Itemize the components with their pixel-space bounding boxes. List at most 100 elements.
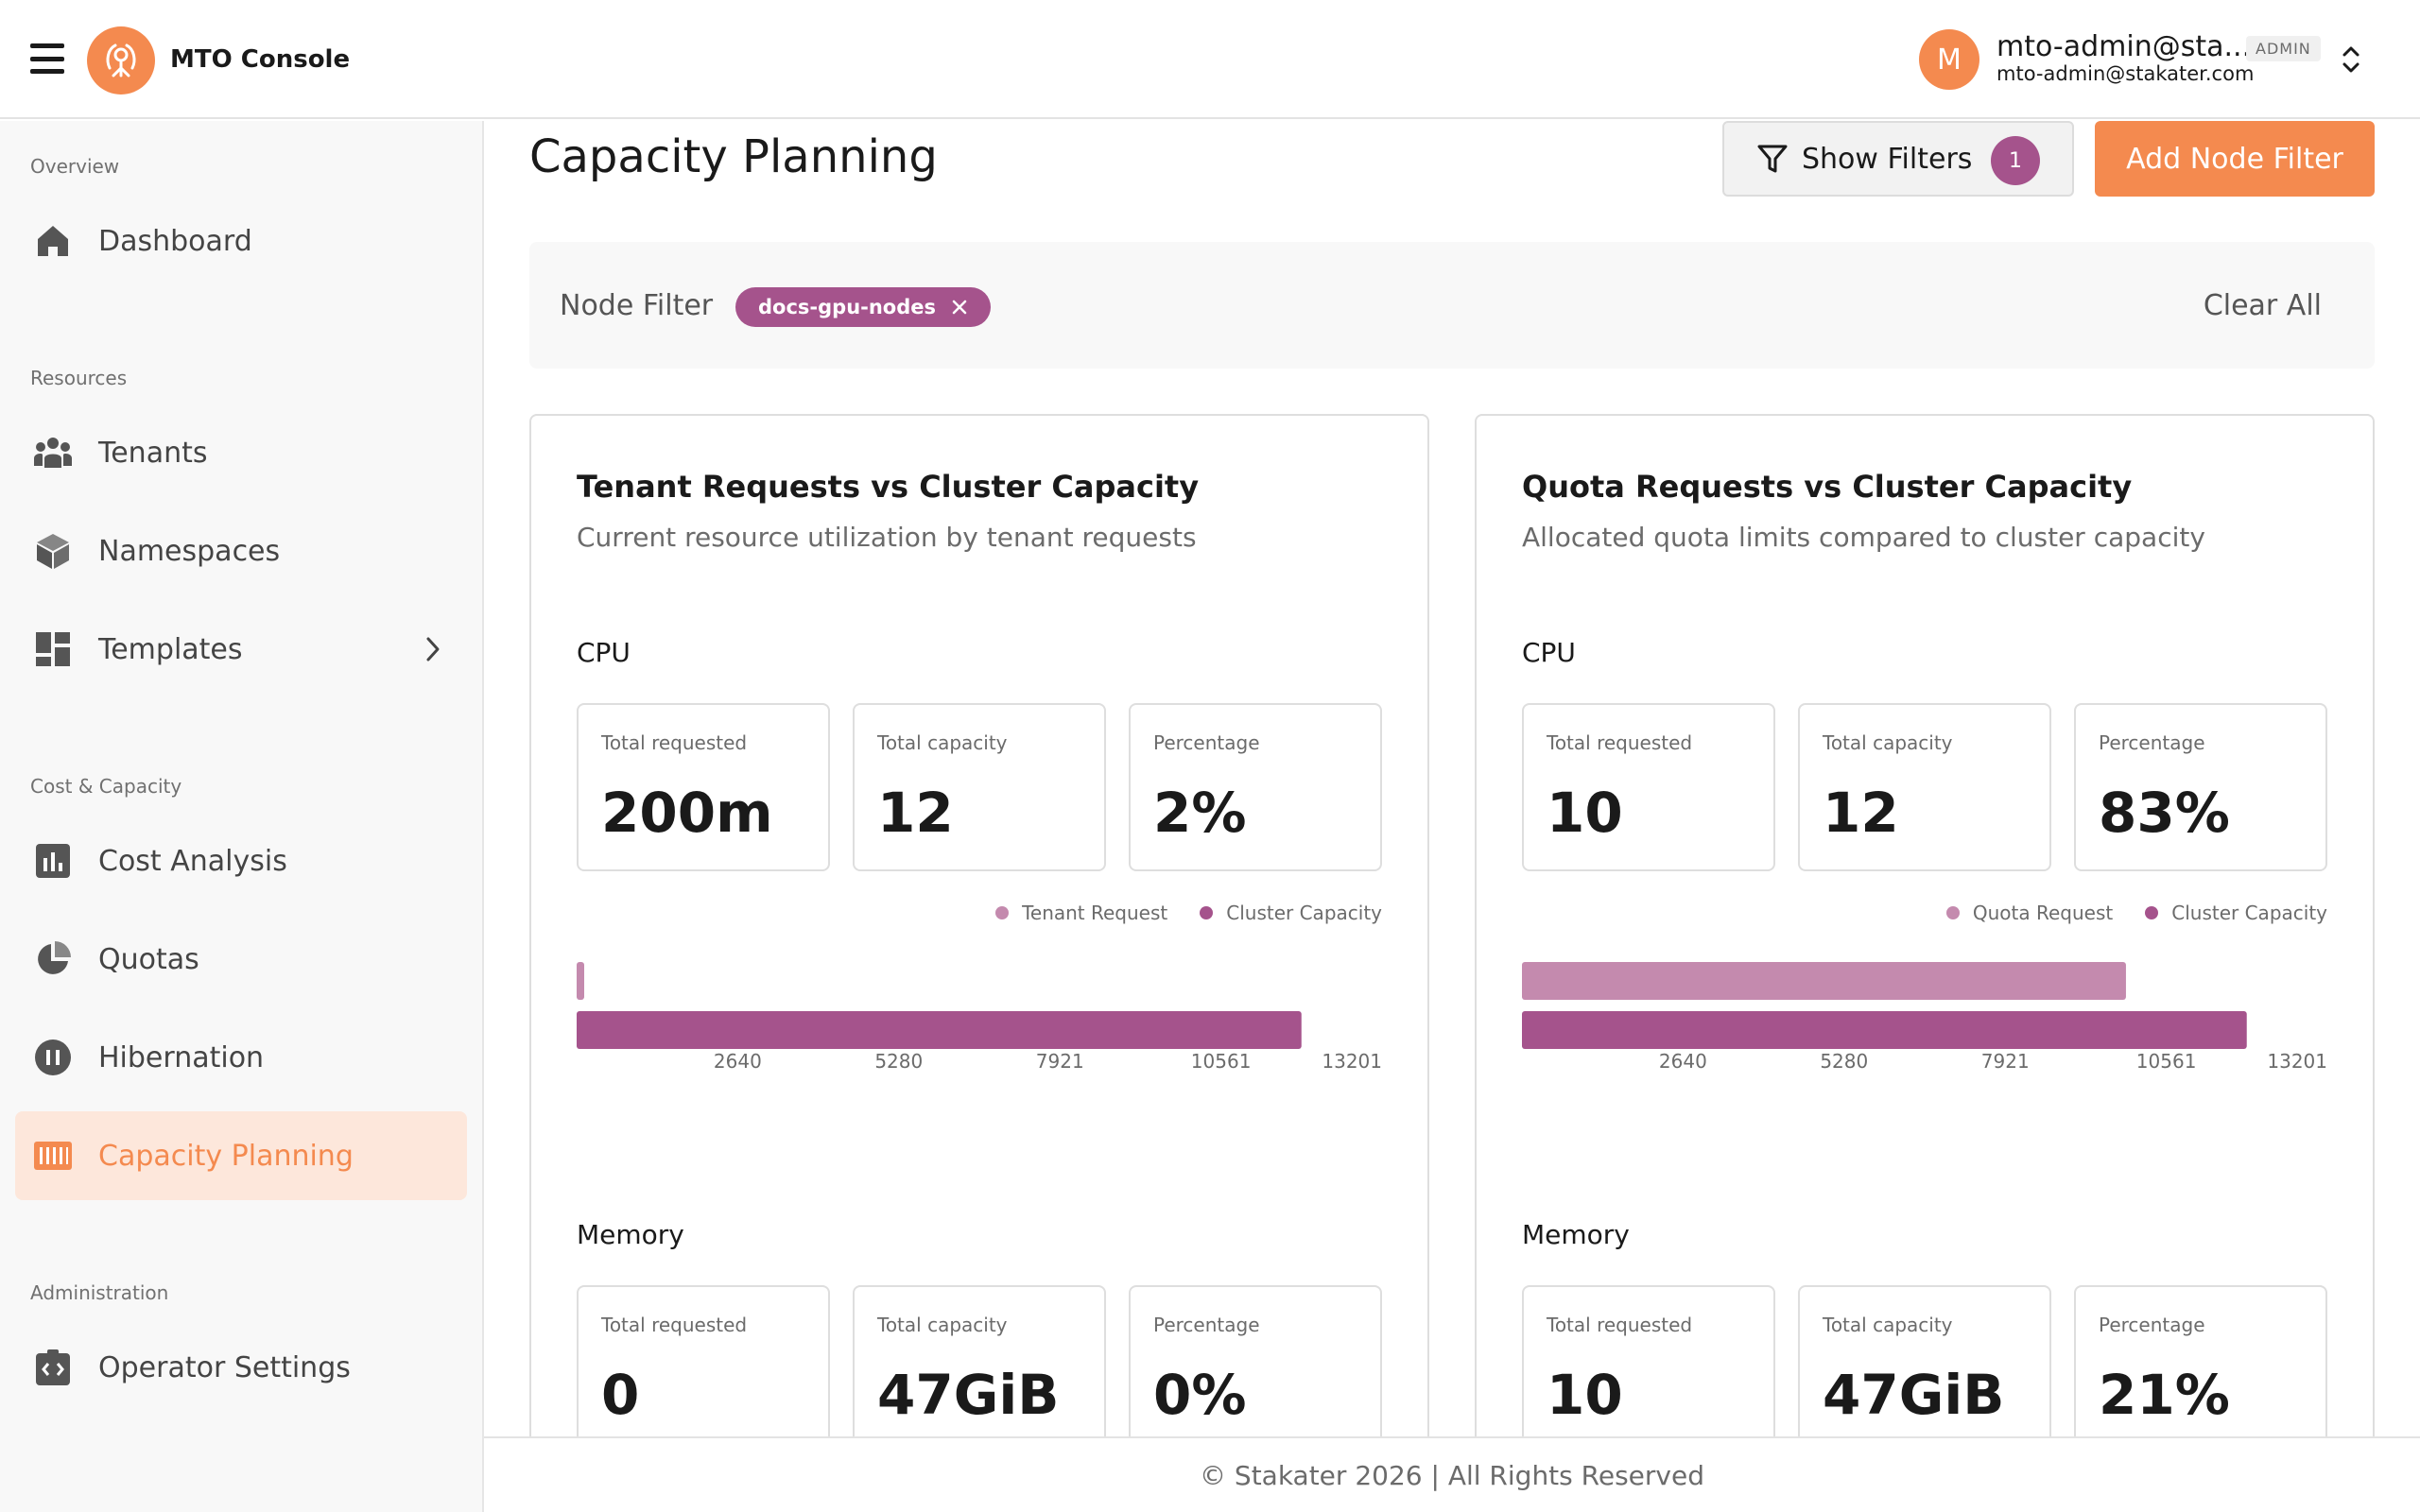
stat-label: Percentage [2099,1314,2205,1336]
filter-chip-label: docs-gpu-nodes [758,296,937,318]
user-email: mto-admin@stakater.com [1996,62,2255,85]
stat-value: 2% [1153,781,1247,845]
show-filters-label: Show Filters [1802,142,1973,176]
stat-value: 200m [601,781,773,845]
bar-tenant-request[interactable] [577,962,584,1000]
cpu-bar-chart: 2640 5280 7921 10561 13201 [1522,962,2327,1072]
stat-value: 47GiB [877,1363,1060,1427]
cube-icon [32,530,74,572]
stat-label: Total capacity [1823,1314,1953,1336]
stat-percentage: Percentage 83% [2074,703,2327,871]
legend-item[interactable]: Tenant Request [995,902,1167,924]
stat-label: Total capacity [877,1314,1008,1336]
sidebar-item-tenants[interactable]: Tenants [15,408,467,497]
stat-total-capacity: Total capacity 47GiB [1798,1285,2051,1453]
bar-cluster-capacity[interactable] [577,1011,1302,1049]
add-node-filter-button[interactable]: Add Node Filter [2095,121,2375,197]
legend-item[interactable]: Quota Request [1945,902,2113,924]
settings-code-icon [32,1347,74,1388]
sidebar-item-hibernation[interactable]: Hibernation [15,1013,467,1102]
sidebar-item-label: Quotas [98,942,199,976]
clear-all-button[interactable]: Clear All [2203,289,2322,322]
pie-chart-icon [32,938,74,980]
x-tick-label: 2640 [1659,1050,1707,1072]
sidebar-item-operator-settings[interactable]: Operator Settings [15,1323,467,1412]
sidebar-item-quotas[interactable]: Quotas [15,915,467,1004]
mto-logo-icon[interactable] [87,26,155,94]
stat-total-capacity: Total capacity 47GiB [853,1285,1106,1453]
stat-value: 12 [1823,781,1899,845]
cpu-bar-chart: 2640 5280 7921 10561 13201 [577,962,1382,1072]
sidebar-item-templates[interactable]: Templates [15,605,467,694]
filter-chip[interactable]: docs-gpu-nodes [735,287,992,327]
page-title: Capacity Planning [529,130,938,183]
x-tick-label: 7921 [1981,1050,2030,1072]
brand-name: MTO Console [170,45,351,74]
stat-label: Total requested [1547,1314,1693,1336]
sidebar-item-capacity-planning[interactable]: Capacity Planning [15,1111,467,1200]
card-title: Tenant Requests vs Cluster Capacity [577,469,1200,505]
sidebar-item-label: Cost Analysis [98,844,287,878]
stat-percentage: Percentage 21% [2074,1285,2327,1453]
stat-value: 0 [601,1363,640,1427]
node-filter-bar: Node Filter docs-gpu-nodes Clear All [529,242,2375,369]
stat-label: Total capacity [1823,731,1953,754]
bar-cluster-capacity[interactable] [1522,1011,2247,1049]
x-tick-label: 13201 [2267,1050,2327,1072]
close-icon[interactable] [951,299,968,316]
memory-section-title: Memory [577,1219,684,1250]
users-icon [32,432,74,473]
legend-item[interactable]: Cluster Capacity [1200,902,1382,924]
stat-label: Total requested [1547,731,1693,754]
sidebar-item-dashboard[interactable]: Dashboard [15,197,467,285]
card-title: Quota Requests vs Cluster Capacity [1522,469,2133,505]
chevron-up-down-icon[interactable] [2339,43,2363,76]
menu-icon[interactable] [30,43,64,74]
section-label-resources: Resources [30,367,128,389]
tenant-requests-card: Tenant Requests vs Cluster Capacity Curr… [529,414,1429,1512]
stat-total-requested: Total requested 200m [577,703,830,871]
sidebar-item-label: Hibernation [98,1040,265,1074]
legend-label: Tenant Request [1022,902,1168,924]
stat-label: Percentage [1153,731,1260,754]
bar-quota-request[interactable] [1522,962,2126,1000]
stat-total-requested: Total requested 0 [577,1285,830,1453]
legend-dot [1945,906,1960,919]
role-badge: ADMIN [2246,36,2321,61]
stat-percentage: Percentage 0% [1129,1285,1382,1453]
card-subtitle: Current resource utilization by tenant r… [577,522,1197,553]
sidebar-item-namespaces[interactable]: Namespaces [15,507,467,595]
user-avatar[interactable]: M [1919,29,1979,90]
card-subtitle: Allocated quota limits compared to clust… [1522,522,2205,553]
node-filter-label: Node Filter [560,289,714,322]
home-icon [32,220,74,262]
stat-label: Total capacity [877,731,1008,754]
x-tick-label: 13201 [1322,1050,1382,1072]
legend-dot [1200,906,1214,919]
stat-value: 83% [2099,781,2230,845]
show-filters-button[interactable]: Show Filters 1 [1722,121,2074,197]
stat-label: Percentage [2099,731,2205,754]
x-tick-label: 5280 [874,1050,923,1072]
chart-legend: Tenant Request Cluster Capacity [963,902,1382,924]
sidebar-item-label: Templates [98,632,243,666]
sidebar-item-cost-analysis[interactable]: Cost Analysis [15,816,467,905]
footer: © Stakater 2026 | All Rights Reserved [484,1436,2420,1512]
legend-item[interactable]: Cluster Capacity [2145,902,2327,924]
bar-chart-icon [32,840,74,882]
x-tick-label: 2640 [714,1050,762,1072]
stat-percentage: Percentage 2% [1129,703,1382,871]
stat-value: 12 [877,781,954,845]
filter-icon [1757,145,1788,173]
stat-value: 47GiB [1823,1363,2005,1427]
memory-section-title: Memory [1522,1219,1630,1250]
sidebar: Overview Dashboard Resources Tenants Nam… [0,121,484,1512]
chevron-right-icon[interactable] [424,635,442,663]
stat-label: Total requested [601,1314,748,1336]
x-tick-label: 10561 [2136,1050,2197,1072]
stat-value: 21% [2099,1363,2230,1427]
stat-value: 10 [1547,1363,1623,1427]
x-tick-label: 5280 [1820,1050,1868,1072]
section-label-cost-capacity: Cost & Capacity [30,775,182,798]
stat-total-capacity: Total capacity 12 [1798,703,2051,871]
